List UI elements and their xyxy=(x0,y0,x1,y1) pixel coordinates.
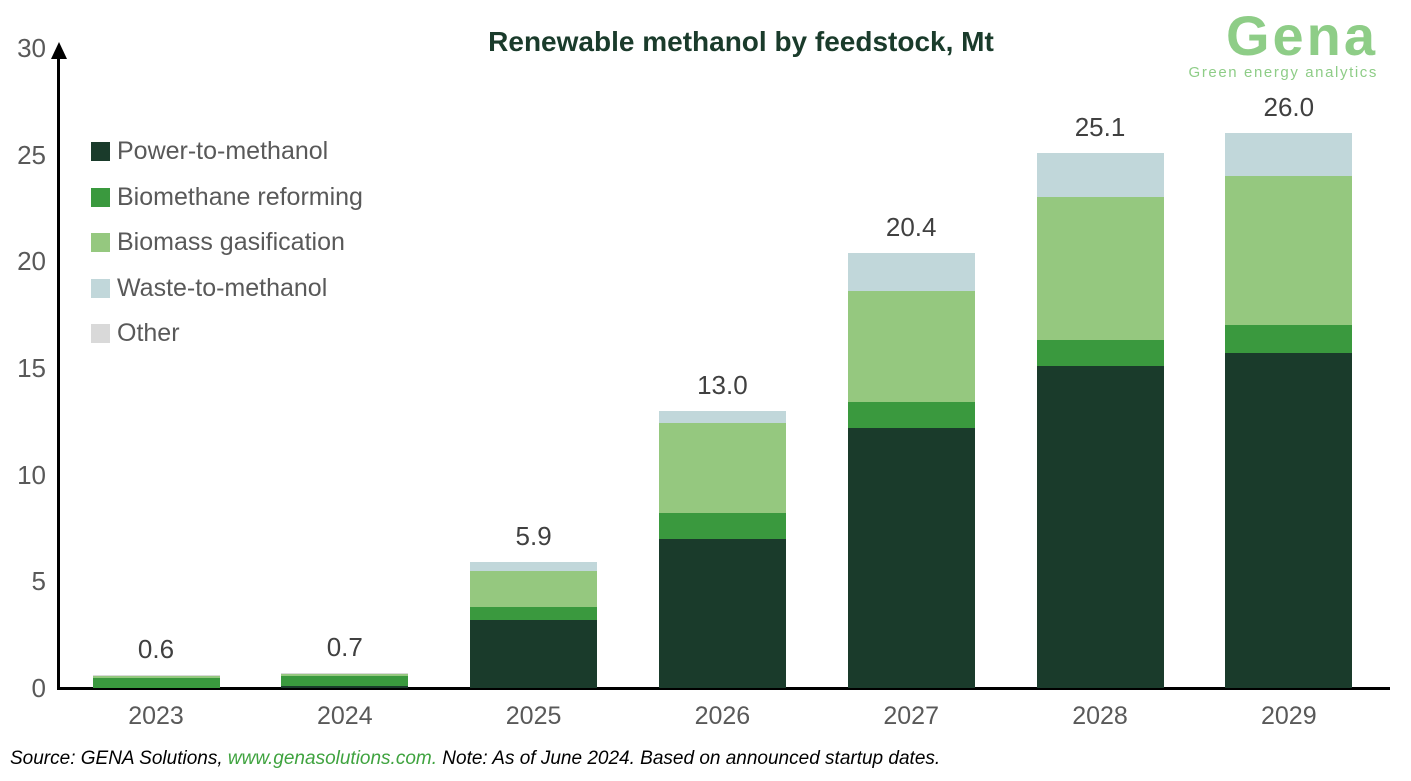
gena-logo: Gena Green energy analytics xyxy=(1188,4,1378,82)
legend-item-biomass-gasification: Biomass gasification xyxy=(91,220,363,266)
y-axis-tick-0: 0 xyxy=(31,673,46,703)
bar-segment-biomethane-reforming-2025 xyxy=(470,606,598,620)
legend-item-other: Other xyxy=(91,311,363,357)
bar-2027 xyxy=(847,252,975,688)
gena-logo-wordmark: Gena xyxy=(1225,4,1378,67)
bar-segment-power-to-methanol-2025 xyxy=(470,619,598,688)
bar-segment-biomethane-reforming-2023 xyxy=(92,678,220,688)
bar-segment-power-to-methanol-2029 xyxy=(1225,353,1353,688)
bar-segment-biomass-gasification-2025 xyxy=(470,570,598,607)
bar-2026 xyxy=(658,410,786,688)
x-axis-line xyxy=(57,687,1390,690)
bar-segment-other-2023 xyxy=(92,675,220,677)
legend-item-power-to-methanol: Power-to-methanol xyxy=(91,129,363,175)
bar-segment-power-to-methanol-2024 xyxy=(281,685,409,688)
bar-2029 xyxy=(1225,133,1353,688)
bar-segment-biomass-gasification-2027 xyxy=(847,291,975,403)
source-text: Source: GENA Solutions, xyxy=(10,748,228,769)
x-axis-label-2025: 2025 xyxy=(505,702,562,730)
bar-segment-biomass-gasification-2028 xyxy=(1036,197,1164,341)
x-axis-label-2026: 2026 xyxy=(694,702,751,730)
gena-logo-tagline: Green energy analytics xyxy=(1188,64,1378,81)
legend-label: Other xyxy=(117,319,180,348)
total-label-2028: 25.1 xyxy=(1074,111,1126,142)
legend-item-biomethane-reforming: Biomethane reforming xyxy=(91,175,363,221)
bar-2028 xyxy=(1036,152,1164,688)
y-axis-tick-30: 30 xyxy=(17,33,46,63)
legend-swatch-icon xyxy=(91,142,110,162)
bar-segment-biomethane-reforming-2029 xyxy=(1225,325,1353,354)
bar-segment-power-to-methanol-2028 xyxy=(1036,365,1164,688)
y-axis-tick-20: 20 xyxy=(17,246,46,277)
source-note: Source: GENA Solutions, www.genasolution… xyxy=(10,748,940,770)
legend-label: Waste-to-methanol xyxy=(117,273,328,302)
bar-2025 xyxy=(470,562,598,688)
legend-label: Power-to-methanol xyxy=(117,137,329,166)
x-axis-label-2029: 2029 xyxy=(1260,702,1317,730)
bar-segment-power-to-methanol-2027 xyxy=(847,427,975,688)
y-axis-arrow-icon xyxy=(51,42,67,59)
legend-label: Biomethane reforming xyxy=(117,182,363,211)
bar-segment-biomass-gasification-2024 xyxy=(281,674,409,677)
legend-swatch-icon xyxy=(91,324,110,344)
bar-segment-waste-to-methanol-2029 xyxy=(1225,133,1353,177)
x-axis-label-2023: 2023 xyxy=(128,702,184,730)
x-axis-label-2028: 2028 xyxy=(1072,702,1128,730)
bar-segment-biomass-gasification-2029 xyxy=(1225,176,1353,326)
total-label-2025: 5.9 xyxy=(515,521,552,552)
x-axis-label-2024: 2024 xyxy=(316,702,373,730)
bar-2023 xyxy=(92,675,220,688)
legend-swatch-icon xyxy=(91,233,110,253)
y-axis-line xyxy=(57,56,60,689)
legend-swatch-icon xyxy=(91,278,110,298)
bar-segment-biomass-gasification-2026 xyxy=(658,423,786,514)
total-label-2024: 0.7 xyxy=(326,632,363,663)
total-label-2029: 26.0 xyxy=(1263,92,1315,123)
bar-segment-other-2024 xyxy=(281,673,409,675)
bar-segment-waste-to-methanol-2027 xyxy=(847,252,975,292)
bar-2024 xyxy=(281,673,409,688)
total-label-2023: 0.6 xyxy=(137,634,175,665)
bar-segment-biomethane-reforming-2028 xyxy=(1036,340,1164,366)
legend-label: Biomass gasification xyxy=(117,228,345,257)
source-link[interactable]: www.genasolutions.com. xyxy=(227,748,438,769)
legend-item-waste-to-methanol: Waste-to-methanol xyxy=(91,266,363,312)
y-axis-tick-15: 15 xyxy=(17,353,46,383)
bar-segment-biomethane-reforming-2026 xyxy=(658,513,786,539)
bar-segment-power-to-methanol-2026 xyxy=(658,538,786,688)
bar-segment-biomass-gasification-2023 xyxy=(92,676,220,679)
bar-segment-biomethane-reforming-2024 xyxy=(281,676,409,686)
note-text: Note: As of June 2024. Based on announce… xyxy=(437,748,941,769)
x-axis-label-2027: 2027 xyxy=(883,702,939,730)
legend-swatch-icon xyxy=(91,187,110,207)
total-label-2026: 13.0 xyxy=(697,369,748,400)
bar-segment-waste-to-methanol-2028 xyxy=(1036,152,1164,198)
y-axis-tick-10: 10 xyxy=(17,459,46,490)
total-label-2027: 20.4 xyxy=(885,211,937,242)
y-axis-tick-5: 5 xyxy=(31,566,46,597)
chart-legend: Power-to-methanol Biomethane reforming Bio… xyxy=(91,129,363,357)
chart-title: Renewable methanol by feedstock, Mt xyxy=(488,26,994,57)
bar-segment-biomethane-reforming-2027 xyxy=(847,402,975,428)
bar-segment-waste-to-methanol-2025 xyxy=(470,562,598,571)
y-axis-tick-25: 25 xyxy=(17,139,46,170)
bar-segment-waste-to-methanol-2026 xyxy=(658,410,786,424)
